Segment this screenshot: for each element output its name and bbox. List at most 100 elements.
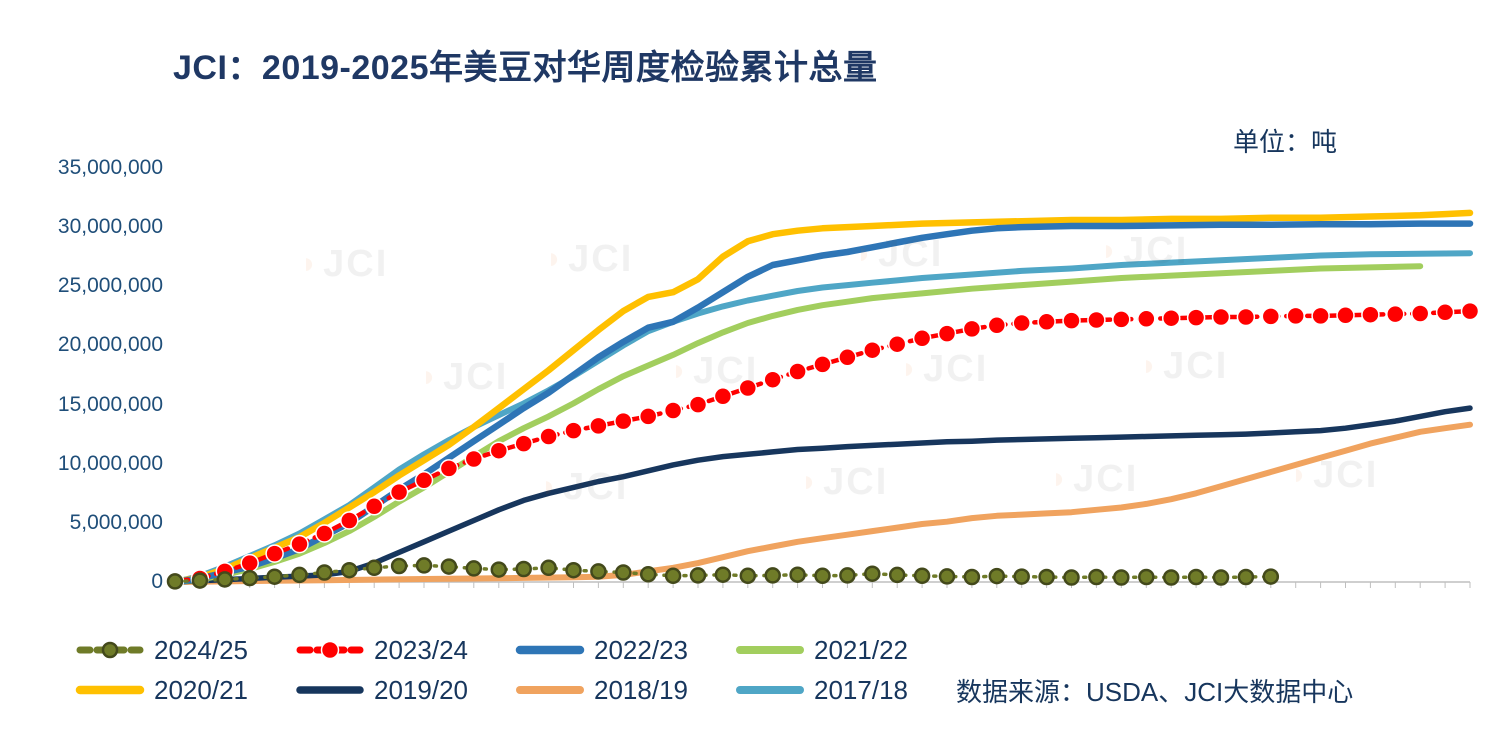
y-axis-label: 35,000,000: [57, 156, 163, 179]
series-marker-2023-24: [1186, 308, 1206, 327]
legend-label: 2019/20: [374, 674, 468, 705]
series-marker-2023-24: [1460, 301, 1480, 321]
series-marker-2023-24: [813, 355, 832, 374]
series-marker-2023-24: [589, 416, 608, 436]
y-axis-label: 20,000,000: [57, 333, 163, 357]
series-marker-2023-24: [638, 407, 658, 426]
series-marker-2024-25: [1088, 568, 1105, 586]
series-line-2022-23: [171, 220, 1474, 586]
series-marker-2023-24: [614, 411, 633, 431]
series-marker-2024-25: [590, 563, 607, 580]
series-marker-2024-25: [839, 567, 856, 584]
data-source-note: 数据来源：USDA、JCI大数据中心: [956, 677, 1354, 707]
series-marker-2024-25: [390, 557, 408, 575]
series-marker-2024-25: [415, 557, 433, 574]
series-line-2018-19: [172, 421, 1473, 585]
series-marker-2023-24: [912, 329, 932, 348]
series-marker-2024-25: [988, 567, 1006, 585]
series-marker-2023-24: [564, 421, 583, 440]
series-marker-2023-24: [1112, 310, 1131, 329]
legend-swatch: [75, 685, 145, 695]
series-marker-2024-25: [1262, 568, 1280, 585]
series-marker-2023-24: [688, 395, 708, 414]
series-marker-2023-24: [1336, 306, 1355, 325]
series-marker-2024-25: [316, 564, 333, 581]
series-marker-2024-25: [1113, 569, 1130, 586]
legend-swatch: [516, 686, 584, 694]
series-marker-2023-24: [290, 534, 309, 554]
series-marker-2024-25: [639, 566, 657, 583]
series-marker-2024-25: [789, 566, 806, 583]
series-marker-2024-25: [216, 571, 234, 588]
series-marker-2024-25: [888, 566, 906, 584]
legend-label: 2023/24: [374, 634, 468, 665]
series-marker-2023-24: [464, 449, 484, 469]
series-marker-2023-24: [1137, 309, 1156, 329]
series-marker-2023-24: [887, 334, 907, 354]
series-marker-2023-24: [539, 427, 558, 446]
legend-item-2017-18: 2017/18: [736, 675, 958, 706]
series-marker-2023-24: [987, 316, 1007, 335]
chart-plot: [165, 209, 1480, 591]
plot-area: [165, 168, 1480, 591]
legend-item-2019-20: 2019/20: [296, 674, 518, 706]
legend-swatch: [296, 686, 364, 694]
series-marker-2023-24: [738, 378, 758, 398]
legend-swatch: [76, 641, 144, 659]
series-marker-2024-25: [291, 566, 308, 584]
y-axis-label: 25,000,000: [57, 274, 163, 298]
series-marker-2023-24: [1286, 306, 1305, 326]
series-marker-2024-25: [365, 559, 383, 577]
chart-legend: 2024/25 2023/24 2022/23 2021/22 2020/21 2019…: [75, 630, 978, 710]
series-marker-2023-24: [315, 524, 334, 543]
series-marker-2023-24: [414, 471, 434, 490]
legend-swatch: [515, 645, 585, 655]
y-axis-label: 15,000,000: [57, 392, 163, 416]
series-line-2020-21: [171, 209, 1474, 586]
series-line-2021-22: [172, 263, 1424, 585]
legend-label: 2018/19: [594, 674, 688, 705]
series-marker-2024-25: [465, 560, 483, 577]
chart-title: JCI：2019-2025年美豆对华周度检验累计总量: [173, 49, 878, 87]
series-marker-2024-25: [1162, 569, 1180, 586]
series-marker-2023-24: [937, 324, 957, 343]
legend-item-2018-19: 2018/19: [516, 674, 738, 706]
series-marker-2024-25: [913, 567, 931, 585]
legend-row-2: 2020/21 2019/20 2018/19 2017/18: [75, 670, 978, 710]
series-marker-2024-25: [1013, 568, 1030, 585]
series-marker-2024-25: [1212, 569, 1230, 586]
series-marker-2024-25: [440, 558, 458, 575]
series-marker-2024-25: [814, 567, 831, 585]
series-marker-2024-25: [166, 573, 184, 590]
series-marker-2023-24: [713, 387, 733, 406]
series-marker-2023-24: [1361, 305, 1380, 324]
legend-row-1: 2024/25 2023/24 2022/23 2021/22: [76, 630, 978, 670]
series-marker-2023-24: [663, 401, 683, 420]
series-marker-2023-24: [838, 348, 857, 367]
series-marker-2023-24: [962, 319, 982, 339]
series-marker-2023-24: [514, 434, 533, 453]
series-marker-2024-25: [1138, 568, 1155, 586]
unit-label: 单位：吨: [1233, 127, 1338, 157]
series-marker-2023-24: [1211, 307, 1231, 327]
series-marker-2024-25: [565, 561, 582, 579]
series-marker-2024-25: [938, 568, 956, 585]
y-axis-label: 10,000,000: [57, 451, 163, 475]
series-marker-2023-24: [240, 553, 259, 573]
series-marker-2024-25: [191, 572, 209, 589]
series-marker-2024-25: [615, 564, 632, 581]
legend-swatch: [736, 686, 804, 694]
series-marker-2023-24: [1311, 306, 1330, 326]
series-marker-2023-24: [439, 459, 459, 478]
series-marker-2023-24: [364, 497, 384, 516]
series-marker-2024-25: [1187, 568, 1205, 586]
series-marker-2024-25: [764, 567, 781, 584]
series-marker-2023-24: [389, 482, 409, 502]
series-marker-2024-25: [664, 567, 682, 585]
series-marker-2023-24: [863, 340, 882, 360]
legend-label: 2024/25: [154, 634, 248, 665]
series-marker-2023-24: [1410, 304, 1430, 323]
series-marker-2023-24: [1236, 307, 1256, 327]
series-marker-2023-24: [1435, 303, 1455, 322]
